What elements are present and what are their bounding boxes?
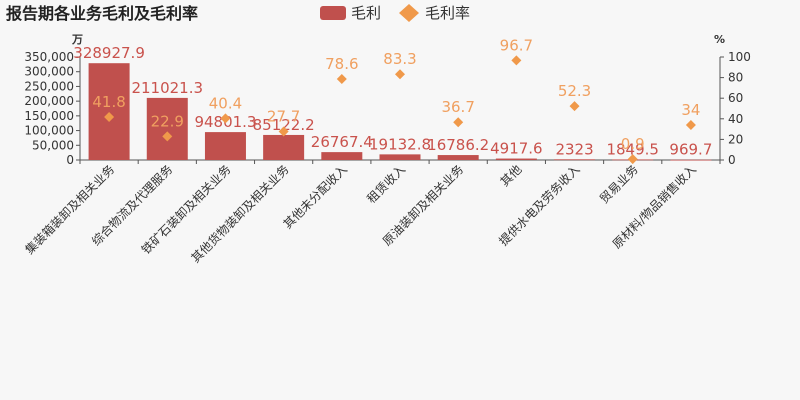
bar-value-label: 16786.2 — [427, 136, 489, 154]
left-tick-label: 100,000 — [24, 124, 74, 138]
bar[interactable] — [263, 134, 305, 160]
margin-marker[interactable] — [569, 101, 580, 112]
category-label: 贸易业务 — [596, 162, 641, 207]
right-tick-label: 100 — [728, 50, 751, 64]
margin-value-label: 27.7 — [267, 107, 300, 125]
bar[interactable] — [379, 154, 421, 160]
bar-value-label: 969.7 — [669, 141, 712, 159]
left-tick-label: 0 — [66, 153, 74, 167]
margin-markers — [104, 55, 696, 165]
margin-value-label: 40.4 — [209, 94, 242, 112]
right-tick-label: 20 — [728, 132, 743, 146]
bar[interactable] — [146, 97, 188, 160]
bar[interactable] — [321, 152, 363, 160]
legend-swatch-gross-profit — [320, 6, 346, 20]
right-axis-unit: % — [714, 33, 725, 46]
right-tick-label: 60 — [728, 91, 743, 105]
right-axis-ticks: 0 20 40 60 80 100 — [720, 50, 751, 167]
margin-marker[interactable] — [685, 119, 696, 130]
legend: 毛利 毛利率 — [320, 4, 470, 22]
margin-value-label: 0.9 — [621, 135, 645, 153]
bar-value-label: 26767.4 — [311, 133, 373, 151]
bar-value-label: 1849.5 — [606, 140, 659, 158]
margin-value-label: 96.7 — [500, 36, 533, 54]
margin-labels: 41.8 22.9 40.4 27.7 78.6 83.3 36.7 96.7 52.3 0.9 3… — [92, 36, 700, 153]
bar[interactable] — [437, 155, 479, 160]
margin-value-label: 36.7 — [441, 98, 474, 116]
margin-marker[interactable] — [627, 154, 638, 165]
margin-marker[interactable] — [336, 74, 347, 85]
margin-marker[interactable] — [395, 69, 405, 80]
margin-marker[interactable] — [511, 55, 522, 66]
bar-value-label: 19132.8 — [369, 135, 431, 153]
left-tick-label: 200,000 — [24, 94, 74, 108]
right-tick-label: 80 — [728, 71, 743, 85]
bar[interactable] — [554, 159, 596, 161]
category-label: 其他货物装卸及相关业务 — [188, 162, 292, 266]
bar-value-label: 4917.6 — [490, 140, 543, 158]
legend-label-gross-profit: 毛利 — [351, 4, 381, 22]
bar-value-label: 328927.9 — [73, 44, 145, 62]
bar-value-label: 85122.2 — [253, 116, 315, 134]
bar[interactable] — [670, 159, 712, 161]
bar-value-label: 2323 — [555, 140, 593, 158]
left-tick-label: 350,000 — [24, 50, 74, 64]
category-label: 其他 — [498, 162, 525, 189]
margin-value-label: 52.3 — [558, 82, 591, 100]
margin-value-label: 34 — [681, 101, 700, 119]
margin-marker[interactable] — [104, 111, 115, 122]
bar[interactable] — [88, 63, 130, 160]
margin-marker[interactable] — [453, 117, 464, 128]
legend-swatch-gross-margin — [399, 4, 419, 22]
margin-value-label: 78.6 — [325, 55, 358, 73]
left-tick-label: 150,000 — [24, 109, 74, 123]
legend-label-gross-margin: 毛利率 — [425, 4, 470, 22]
margin-marker[interactable] — [278, 126, 289, 137]
left-tick-label: 250,000 — [24, 79, 74, 93]
margin-value-label: 22.9 — [151, 112, 184, 130]
margin-marker[interactable] — [162, 131, 173, 142]
right-tick-label: 40 — [728, 112, 743, 126]
margin-value-label: 41.8 — [92, 93, 125, 111]
left-axis-unit: 万 — [71, 33, 83, 46]
bar[interactable] — [495, 158, 537, 160]
bar[interactable] — [204, 132, 246, 160]
left-tick-label: 300,000 — [24, 65, 74, 79]
bar-value-label: 211021.3 — [131, 79, 203, 97]
category-label: 租赁收入 — [364, 162, 408, 206]
bars — [88, 63, 712, 161]
margin-value-label: 83.3 — [383, 50, 416, 68]
chart-title: 报告期各业务毛利及毛利率 — [6, 4, 198, 23]
legend-item-gross-margin[interactable]: 毛利率 — [399, 4, 470, 22]
category-labels: 集装箱装卸及相关业务综合物流及代理服务铁矿石装卸及相关业务其他货物装卸及相关业务… — [22, 160, 721, 266]
left-tick-label: 50,000 — [32, 138, 74, 152]
margin-marker[interactable] — [220, 113, 231, 124]
right-tick-label: 0 — [728, 153, 736, 167]
legend-item-gross-profit[interactable]: 毛利 — [320, 4, 381, 22]
left-axis-ticks: 050,000100,000150,000200,000250,000300,0… — [24, 50, 80, 167]
bar-labels: 328927.9211021.394801.385122.226767.4191… — [73, 44, 712, 159]
